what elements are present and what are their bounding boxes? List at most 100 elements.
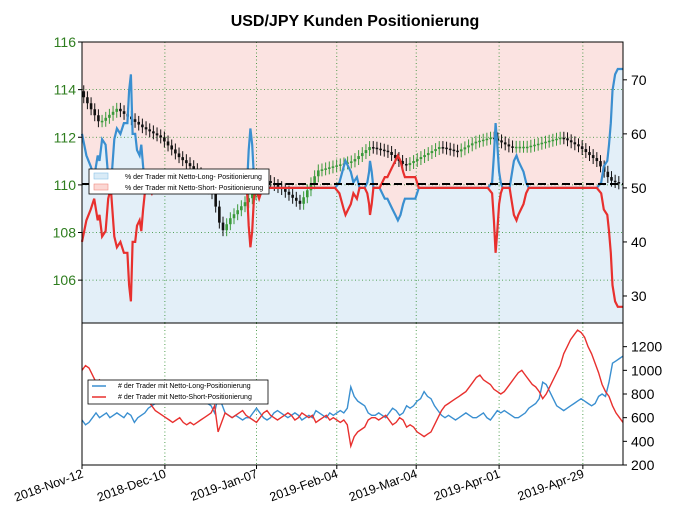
- candle-body: [82, 91, 86, 98]
- y-right-tick-label: 600: [631, 410, 655, 426]
- y-left-tick-label: 106: [53, 272, 77, 288]
- y-right-tick-label: 1200: [631, 339, 662, 355]
- candle-body: [338, 164, 342, 166]
- candle-body: [137, 121, 141, 125]
- bottom-legend-long: # der Trader mit Netto-Long-Positionieru…: [118, 383, 251, 390]
- candle-body: [119, 108, 122, 112]
- candle-body: [613, 180, 617, 183]
- candle-body: [544, 141, 547, 144]
- candle-body: [595, 158, 599, 162]
- top-panel: 106 108 110 112 114 116 30 40 50 60 70 % der Trad…: [53, 34, 647, 324]
- candle-body: [569, 140, 573, 143]
- y-right-tick-label: 40: [631, 234, 647, 250]
- candle-body: [445, 147, 448, 150]
- candle-body: [188, 163, 192, 167]
- chart-title: USD/JPY Kunden Positionierung: [231, 13, 480, 30]
- candle-body: [518, 146, 522, 149]
- candle-body: [335, 165, 338, 167]
- candle-body: [375, 147, 379, 150]
- candle-body: [371, 147, 375, 149]
- candle-body: [555, 138, 558, 141]
- candle-body: [214, 193, 217, 207]
- candle-body: [174, 149, 177, 154]
- candle-body: [221, 222, 225, 231]
- candle-body: [144, 127, 148, 130]
- candle-body: [159, 135, 163, 138]
- candle-body: [448, 148, 452, 151]
- candle-body: [287, 191, 291, 195]
- candle-body: [276, 185, 280, 188]
- candle-body: [441, 147, 445, 149]
- candle-body: [357, 156, 360, 160]
- candle-body: [104, 117, 108, 121]
- candle-body: [415, 159, 419, 162]
- candle-body: [247, 198, 250, 203]
- x-tick-label: 2019-Mar-04: [347, 467, 419, 505]
- candle-body: [148, 129, 152, 132]
- candle-body: [452, 149, 456, 152]
- candle-body: [434, 149, 437, 152]
- candle-body: [225, 224, 228, 231]
- y-left-tick-label: 110: [54, 177, 77, 193]
- short-count-line: [81, 329, 624, 449]
- candle-body: [284, 189, 287, 192]
- candle-body: [185, 160, 188, 164]
- candle-body: [412, 161, 415, 164]
- candle-body: [514, 146, 518, 149]
- candle-body: [368, 147, 371, 151]
- candle-body: [232, 214, 236, 219]
- candle-body: [525, 146, 529, 149]
- candle-body: [430, 151, 434, 154]
- candle-body: [401, 160, 404, 164]
- candle-body: [229, 218, 232, 225]
- candle-body: [166, 141, 170, 146]
- x-tick-label: 2018-Nov-12: [12, 467, 85, 505]
- x-tick-label: 2018-Dec-10: [95, 467, 168, 505]
- x-tick-label: 2019-Apr-29: [516, 467, 586, 504]
- x-tick-label: 2019-Jan-07: [189, 467, 260, 504]
- candle-body: [93, 109, 97, 116]
- candle-body: [467, 145, 470, 148]
- y-left-tick-label: 116: [54, 34, 77, 50]
- candle-body: [327, 167, 331, 169]
- candle-body: [269, 181, 272, 184]
- bottom-legend: # der Trader mit Netto-Long-Positionieru…: [87, 379, 269, 405]
- candle-body: [588, 152, 591, 156]
- y-right-tick-label: 1000: [631, 362, 662, 378]
- candle-body: [192, 166, 195, 170]
- candle-body: [152, 131, 155, 134]
- candle-body: [309, 183, 313, 191]
- y-right-tick-label: 70: [631, 72, 647, 88]
- y-right-tick-label: 400: [631, 433, 655, 449]
- candle-body: [181, 157, 184, 161]
- y-right-tick-label: 30: [631, 288, 647, 304]
- candle-body: [423, 155, 426, 158]
- bottom-panel: 200 400 600 800 1000 1200 # der Trader mit Ne…: [81, 322, 662, 473]
- candle-body: [349, 161, 353, 163]
- candle-body: [100, 120, 104, 123]
- candle-body: [295, 197, 298, 201]
- candle-body: [243, 202, 247, 207]
- candle-body: [379, 148, 382, 151]
- candle-body: [558, 137, 562, 140]
- x-tick-label: 2019-Apr-01: [432, 467, 502, 504]
- candle-body: [481, 139, 485, 142]
- candle-body: [251, 194, 254, 199]
- candle-body: [155, 133, 159, 136]
- candle-body: [426, 153, 430, 156]
- candle-body: [97, 115, 100, 122]
- candle-body: [111, 111, 115, 115]
- candle-body: [459, 149, 463, 152]
- candle-body: [122, 111, 126, 114]
- candle-body: [536, 143, 540, 146]
- candle-body: [573, 142, 577, 145]
- candle-body: [474, 141, 478, 144]
- candle-body: [606, 171, 610, 178]
- candle-body: [562, 137, 566, 140]
- y-right-tick-label: 50: [631, 180, 647, 196]
- candle-body: [580, 146, 584, 150]
- candle-body: [437, 147, 441, 150]
- candle-body: [529, 145, 533, 148]
- candle-body: [141, 124, 144, 128]
